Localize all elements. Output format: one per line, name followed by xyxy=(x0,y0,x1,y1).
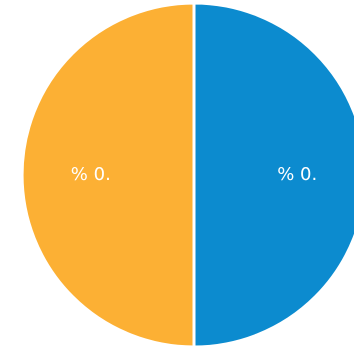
pie-labels: % 0. % 0. xyxy=(71,164,317,185)
pie-slice-label-1: % 0. xyxy=(277,164,317,185)
pie-slice-label-2: % 0. xyxy=(71,164,111,185)
pie-slice-1 xyxy=(192,1,354,349)
pie-slice-2 xyxy=(20,1,196,349)
pie-slices xyxy=(20,1,354,349)
